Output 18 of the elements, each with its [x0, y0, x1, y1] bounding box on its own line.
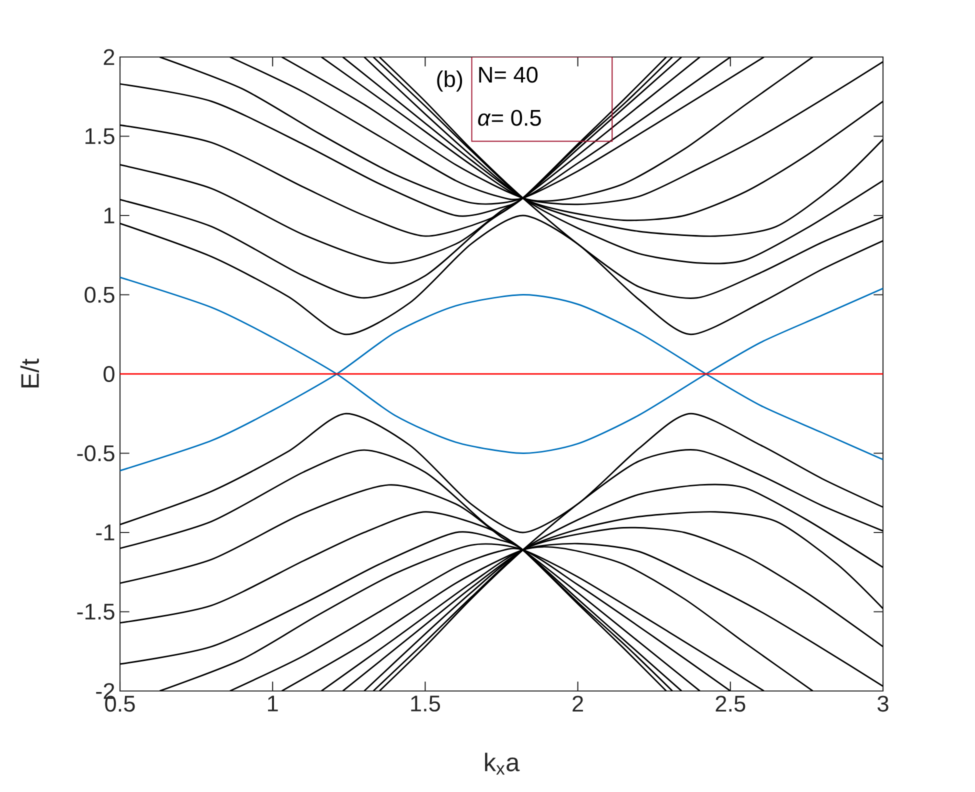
y-tick-label: 1: [104, 208, 114, 224]
y-tick-label: 0: [104, 366, 114, 382]
y-tick-label: -1.5: [77, 604, 114, 620]
x-axis-title: k$_{x}$a: [485, 752, 520, 775]
x-tick-label: 2: [572, 696, 583, 712]
y-tick-label: 1.5: [86, 128, 114, 144]
x-tick-label: 2.5: [716, 696, 746, 712]
x-tick-label: 1.5: [411, 696, 440, 712]
x-tick-label: 1: [268, 696, 278, 712]
y-tick-label: -0.5: [77, 445, 114, 462]
annotation: (b): [437, 70, 462, 92]
y-axis-title: E/t: [20, 358, 39, 388]
y-tick-label: 0.5: [84, 286, 114, 303]
annotation: α= 0.5: [478, 110, 541, 126]
x-tick-label: 3: [878, 696, 888, 712]
y-tick-label: 2: [104, 49, 114, 65]
annotation: N= 40: [479, 66, 538, 83]
y-tick-label: -1: [96, 524, 114, 540]
